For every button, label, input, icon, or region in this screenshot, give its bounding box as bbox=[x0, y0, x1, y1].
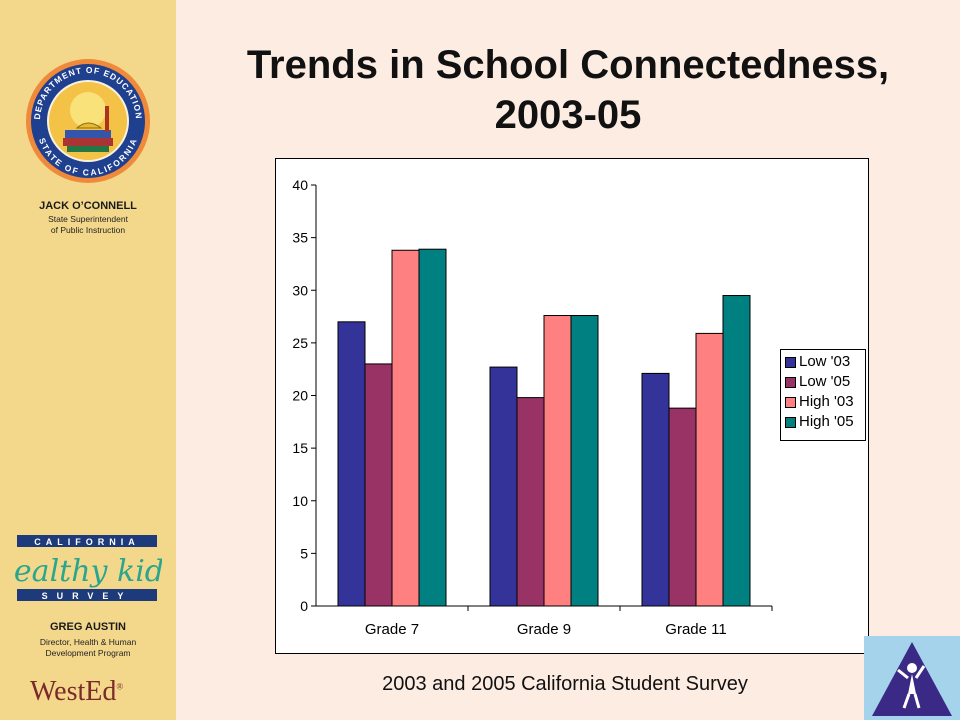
legend-label: High '05 bbox=[799, 413, 854, 430]
legend-swatch bbox=[785, 396, 796, 408]
legend-item: High '03 bbox=[785, 392, 865, 412]
bar bbox=[337, 321, 366, 607]
legend-label: Low '05 bbox=[799, 373, 851, 390]
bar bbox=[489, 366, 518, 607]
bar-chart: 0 5 10 15 20 25 30 35 40 Grade 7 Grade 9 Grade 11 bbox=[292, 177, 773, 638]
x-category-label: Grade 7 bbox=[365, 621, 419, 638]
legend-label: Low '03 bbox=[799, 353, 851, 370]
chks-middle-text: healthy kids bbox=[12, 554, 162, 589]
bar bbox=[543, 315, 572, 607]
california-department-of-education-seal: DEPARTMENT OF EDUCATION STATE OF CALIFOR… bbox=[26, 59, 150, 183]
legend-item: Low '05 bbox=[785, 372, 865, 392]
y-tick-label: 20 bbox=[292, 388, 308, 404]
director-name: GREG AUSTIN bbox=[50, 621, 126, 633]
bar bbox=[722, 295, 751, 607]
slide-title: Trends in School Connectedness, 2003-05 bbox=[176, 40, 960, 140]
y-tick-label: 5 bbox=[300, 545, 308, 561]
triangle-figure-logo bbox=[864, 636, 960, 720]
bar bbox=[516, 397, 545, 607]
x-category-label: Grade 9 bbox=[517, 621, 571, 638]
legend-label: High '03 bbox=[799, 393, 854, 410]
chart-legend: Low '03 Low '05 High '03 High '05 bbox=[780, 349, 866, 441]
bar bbox=[418, 248, 447, 607]
sidebar: DEPARTMENT OF EDUCATION STATE OF CALIFOR… bbox=[0, 0, 176, 720]
y-tick-label: 40 bbox=[292, 177, 308, 193]
bar bbox=[391, 249, 420, 607]
legend-item: Low '03 bbox=[785, 352, 865, 372]
bar bbox=[641, 372, 670, 607]
superintendent-title-line-2: of Public Instruction bbox=[50, 225, 126, 235]
y-tick-label: 0 bbox=[300, 598, 308, 614]
legend-swatch bbox=[785, 416, 796, 428]
legend-item: High '05 bbox=[785, 412, 865, 432]
slide-caption: 2003 and 2005 California Student Survey bbox=[382, 673, 748, 695]
wested-logo: WestEd® bbox=[30, 676, 123, 708]
bar bbox=[695, 332, 724, 607]
x-category-label: Grade 11 bbox=[665, 621, 726, 638]
chks-bottom-text: SURVEY bbox=[42, 591, 133, 601]
legend-swatch bbox=[785, 376, 796, 388]
chks-top-text: CALIFORNIA bbox=[34, 537, 140, 547]
superintendent-title-line-1: State Superintendent bbox=[48, 214, 128, 224]
wested-logo-text: WestEd bbox=[30, 676, 117, 707]
director-title-line-2: Development Program bbox=[45, 648, 131, 658]
slide-title-line-2: 2003-05 bbox=[494, 93, 642, 137]
y-tick-label: 15 bbox=[292, 440, 308, 456]
bar bbox=[364, 363, 393, 607]
bar bbox=[570, 315, 599, 607]
slide-title-line-1: Trends in School Connectedness, bbox=[246, 43, 890, 87]
chart-area: 0 5 10 15 20 25 30 35 40 Grade 7 Grade 9 Grade 11 L… bbox=[275, 158, 869, 654]
y-tick-label: 10 bbox=[292, 493, 308, 509]
legend-swatch bbox=[785, 356, 796, 368]
director-title-line-1: Director, Health & Human bbox=[39, 637, 137, 647]
california-healthy-kids-survey-logo: CALIFORNIA healthy kids SURVEY bbox=[12, 535, 162, 601]
bar bbox=[668, 407, 697, 607]
superintendent-name: JACK O’CONNELL bbox=[39, 200, 137, 212]
y-tick-label: 30 bbox=[292, 282, 308, 298]
y-tick-label: 35 bbox=[292, 230, 308, 246]
wested-registered-mark: ® bbox=[116, 681, 124, 692]
y-tick-label: 25 bbox=[292, 335, 308, 351]
